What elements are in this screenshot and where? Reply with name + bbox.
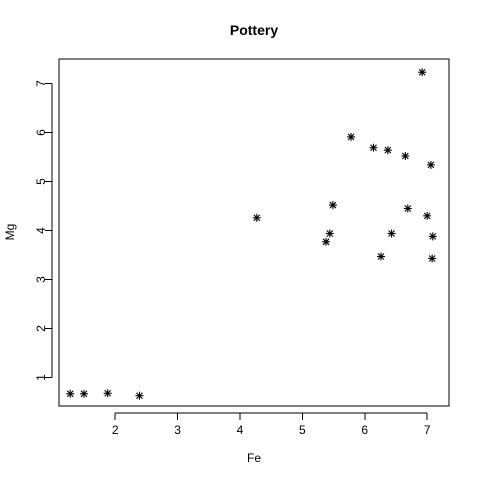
plot-area-border: [58, 58, 450, 407]
x-tick-label: 4: [237, 423, 244, 437]
chart-title: Pottery: [230, 22, 278, 38]
x-tick-label: 7: [424, 423, 431, 437]
data-points: [66, 68, 437, 400]
data-point-13: [387, 229, 396, 238]
x-tick-label: 2: [112, 423, 119, 437]
y-axis-label: Mg: [3, 224, 17, 241]
y-tick-label: 1: [34, 374, 48, 381]
x-tick-label: 6: [361, 423, 368, 437]
y-tick-label: 3: [34, 276, 48, 283]
data-point-11: [376, 252, 385, 261]
data-point-12: [383, 146, 392, 155]
y-axis: 1 2 3 4 5 6 7: [34, 80, 53, 381]
data-point-18: [426, 160, 435, 169]
data-point-17: [423, 211, 432, 220]
data-point-14: [401, 152, 410, 161]
y-tick-label: 4: [34, 227, 48, 234]
data-point-19: [428, 254, 437, 263]
x-axis-label: Fe: [247, 451, 261, 465]
data-point-3: [103, 389, 112, 398]
x-axis: 2 3 4 5 6 7: [112, 412, 431, 437]
data-point-7: [325, 229, 334, 238]
y-tick-label: 6: [34, 129, 48, 136]
y-tick-label: 2: [34, 325, 48, 332]
data-point-20: [428, 232, 437, 241]
data-point-15: [403, 204, 412, 213]
x-tick-label: 5: [299, 423, 306, 437]
y-tick-label: 7: [34, 80, 48, 87]
data-point-9: [347, 132, 356, 141]
data-point-6: [322, 237, 331, 246]
data-point-10: [369, 143, 378, 152]
y-tick-label: 5: [34, 178, 48, 185]
data-point-2: [79, 389, 88, 398]
x-tick-label: 3: [174, 423, 181, 437]
data-point-8: [328, 201, 337, 210]
data-point-16: [418, 68, 427, 77]
data-point-1: [66, 389, 75, 398]
data-point-4: [135, 391, 144, 400]
data-point-5: [252, 213, 261, 222]
